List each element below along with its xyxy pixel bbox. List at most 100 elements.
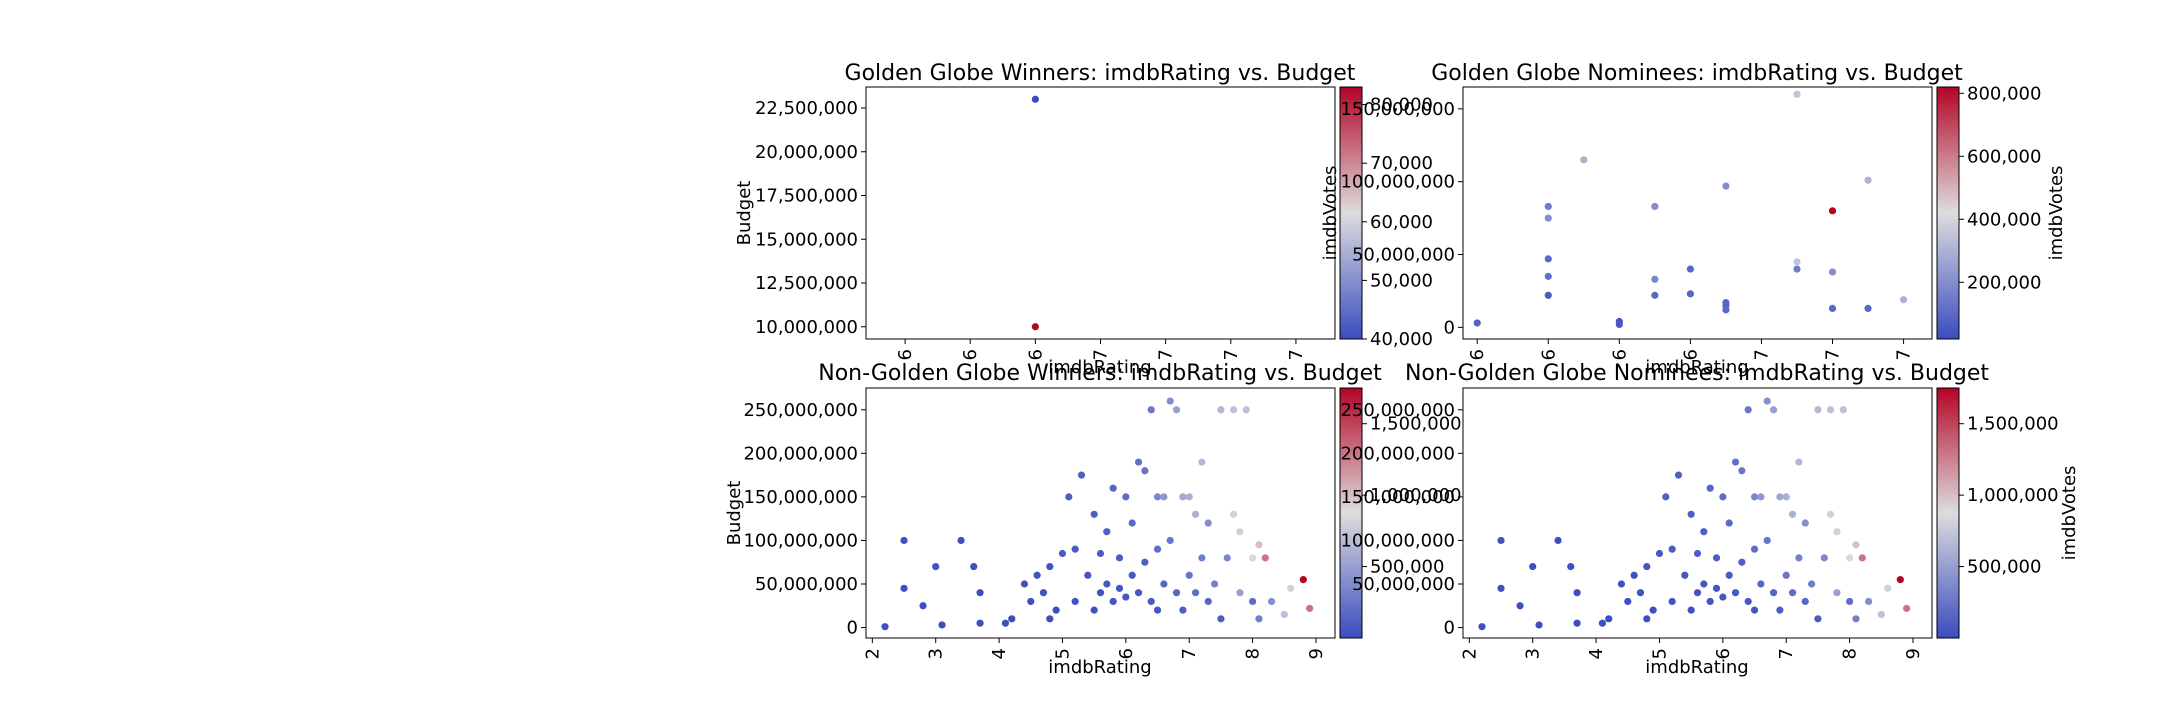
data-point	[1544, 255, 1552, 263]
x-tick-label: 7	[1751, 349, 1772, 360]
data-point	[1268, 597, 1276, 606]
y-tick-label: 50,000,000	[1352, 574, 1455, 595]
y-tick-label: 250,000,000	[743, 400, 858, 421]
colorbar-label: imdbVotes	[2059, 466, 2080, 561]
data-point	[1255, 541, 1263, 549]
data-point	[1198, 554, 1206, 562]
plot-frame	[865, 387, 1336, 639]
data-point	[1750, 493, 1759, 501]
data-point	[1497, 536, 1505, 545]
data-point	[1801, 519, 1809, 527]
plot-frame	[1462, 387, 1933, 639]
data-point	[1134, 458, 1143, 466]
data-point	[1693, 549, 1702, 558]
data-point	[1217, 406, 1225, 414]
data-point	[1071, 545, 1079, 553]
data-point	[957, 536, 965, 545]
chart-title: Golden Globe Nominees: imdbRating vs. Bu…	[1431, 61, 1963, 86]
data-point	[1687, 606, 1695, 614]
colorbar-tick-label: 500,000	[1370, 557, 1444, 578]
y-tick-label: 20,000,000	[755, 142, 858, 163]
data-point	[1750, 606, 1759, 614]
data-point	[1052, 606, 1060, 614]
data-point	[970, 562, 978, 571]
colorbar-gradient	[1339, 387, 1363, 639]
x-tick-label: 6	[1680, 349, 1701, 360]
y-axis-label: Budget	[734, 181, 755, 246]
data-point	[1686, 290, 1694, 298]
data-point	[1681, 571, 1689, 579]
data-point	[1027, 597, 1035, 606]
data-point	[1031, 323, 1039, 331]
data-point	[1807, 580, 1816, 588]
data-point	[1573, 589, 1581, 597]
data-point	[1814, 615, 1822, 623]
panel-non-nominees: Non-Golden Globe Nominees: imdbRating vs…	[1340, 361, 2080, 678]
x-tick-label: 3	[1523, 648, 1544, 659]
data-point	[1046, 615, 1054, 623]
data-point	[1706, 484, 1714, 492]
data-point	[1128, 571, 1136, 579]
colorbar-tick-label: 70,000	[1370, 153, 1433, 174]
data-point	[1763, 536, 1771, 545]
data-point	[1160, 580, 1168, 588]
data-point	[1795, 458, 1803, 466]
data-point	[1776, 493, 1784, 501]
data-point	[1077, 471, 1086, 479]
data-point	[1204, 597, 1212, 606]
data-point	[1287, 584, 1295, 592]
data-point	[1115, 584, 1124, 592]
data-point	[1172, 589, 1181, 597]
data-point	[1223, 554, 1231, 562]
x-tick-label: 4	[989, 648, 1010, 659]
data-point	[900, 584, 908, 592]
plot-frame	[865, 86, 1336, 340]
panel-axes: 10,000,000 12,500,000 15,000,000 17,500,000…	[755, 86, 1336, 360]
data-point	[1147, 597, 1155, 606]
data-point	[1788, 510, 1797, 518]
data-point	[1884, 584, 1892, 592]
data-point	[1473, 319, 1481, 327]
data-point	[1598, 619, 1607, 627]
x-tick-label: 3	[926, 648, 947, 659]
colorbar-tick-label: 500,000	[1967, 557, 2041, 578]
data-point	[1198, 458, 1206, 466]
data-point	[1544, 291, 1552, 299]
colorbar-ticks: 200,000 400,000 600,000 800,000	[1959, 83, 2041, 293]
data-point	[1744, 406, 1752, 414]
colorbar-tick-label: 200,000	[1967, 272, 2041, 293]
data-point	[1651, 275, 1659, 283]
data-point	[1204, 519, 1212, 527]
colorbar-tick-label: 1,500,000	[1967, 414, 2059, 435]
colorbar-ticks: 40,000 50,000 60,000 70,000 80,000	[1362, 95, 1433, 350]
data-point	[1229, 510, 1238, 518]
data-point	[1896, 576, 1904, 584]
data-point	[1128, 519, 1136, 527]
data-point	[1090, 510, 1098, 518]
data-point	[1722, 306, 1730, 314]
panel-nominees: Golden Globe Nominees: imdbRating vs. Bu…	[1320, 61, 2067, 378]
data-point	[1242, 406, 1250, 414]
colorbar-tick-label: 80,000	[1370, 95, 1433, 116]
y-tick-label: 150,000,000	[743, 487, 858, 508]
data-point	[1249, 597, 1257, 606]
data-point	[1846, 597, 1854, 606]
data-point	[1544, 214, 1552, 222]
x-axis-label: imdbRating	[1645, 357, 1748, 378]
data-point	[1820, 554, 1828, 562]
data-point	[1020, 580, 1029, 588]
data-point	[1179, 493, 1187, 501]
data-point	[1580, 156, 1588, 164]
data-point	[1261, 554, 1269, 562]
y-tick-label: 50,000,000	[755, 574, 858, 595]
x-tick-label: 6	[1713, 648, 1734, 659]
colorbar-tick-label: 400,000	[1967, 209, 2041, 230]
data-point	[1719, 493, 1727, 501]
data-point	[1826, 510, 1835, 518]
data-point	[1544, 202, 1552, 211]
colorbar: 500,000 1,000,000 1,500,000	[1339, 387, 1462, 639]
data-point	[1109, 597, 1117, 606]
data-point	[1554, 536, 1562, 545]
data-point	[1031, 95, 1039, 103]
data-point	[1858, 554, 1866, 562]
